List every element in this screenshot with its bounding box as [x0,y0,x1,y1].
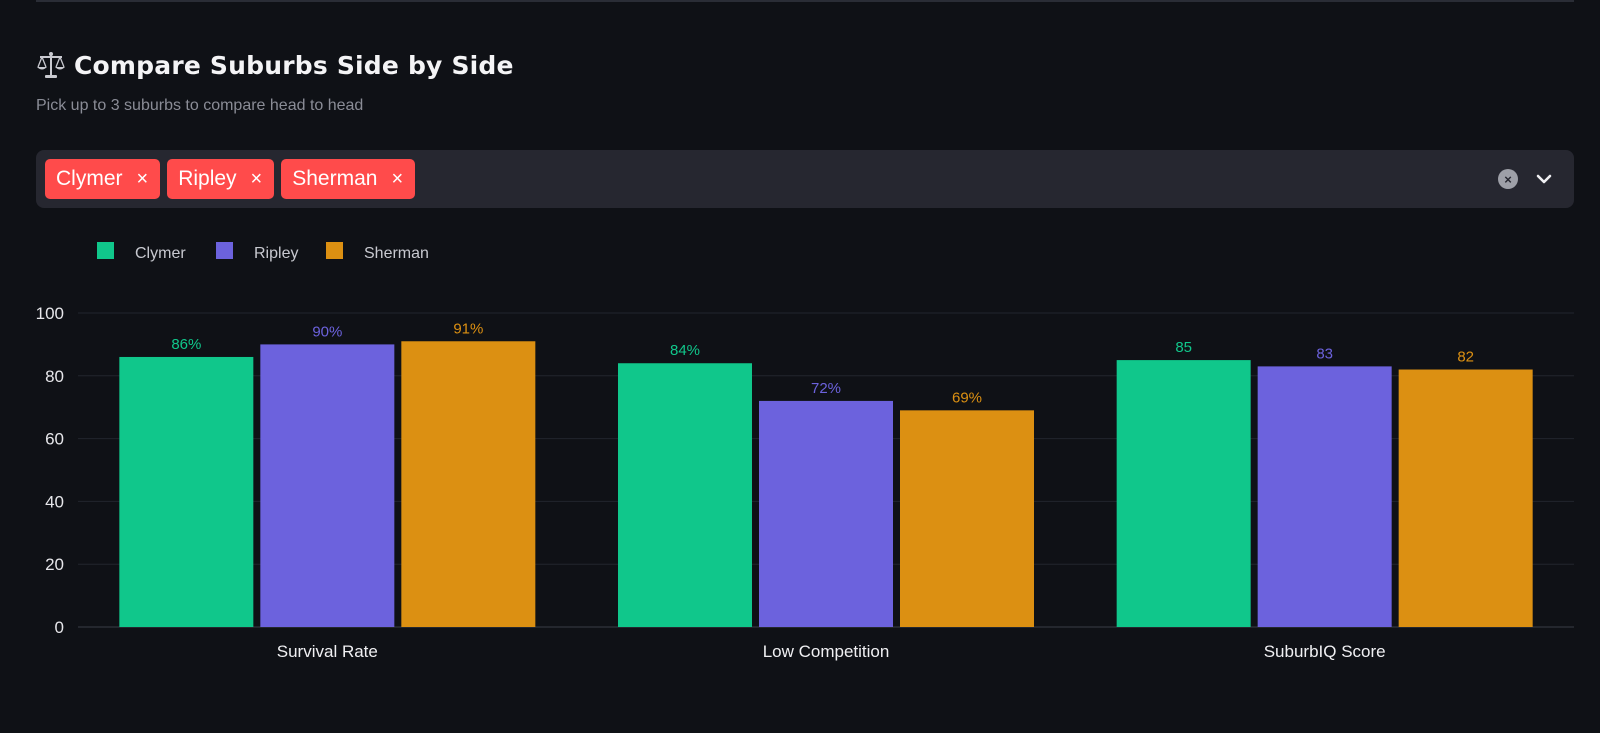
legend-label: Sherman [364,245,429,262]
x-category-label: SuburbIQ Score [1264,642,1386,661]
data-label: 84% [670,342,700,359]
bar-clymer [1116,360,1251,627]
data-label: 86% [171,336,201,353]
clear-all-icon[interactable]: × [1498,169,1518,189]
chip-label: Clymer [56,167,123,190]
remove-chip-icon[interactable]: × [136,168,149,190]
chip-ripley: Ripley × [167,159,275,199]
legend-label: Clymer [135,245,186,262]
chip-label: Sherman [292,167,378,190]
y-tick-label: 20 [45,555,64,574]
remove-chip-icon[interactable]: × [391,168,404,190]
data-label: 91% [453,320,483,337]
legend-swatch [97,242,114,259]
data-label: 90% [312,323,342,340]
top-divider [36,0,1574,2]
bar-ripley [759,400,893,627]
data-label: 83 [1316,345,1333,362]
bar-ripley [1257,366,1392,627]
bar-ripley [260,344,395,627]
remove-chip-icon[interactable]: × [250,168,263,190]
chip-label: Ripley [178,167,237,190]
data-label: 69% [952,389,982,406]
chip-clymer: Clymer × [45,159,161,199]
y-tick-label: 100 [36,304,64,323]
legend-label: Ripley [254,245,298,262]
bar-clymer [618,363,752,627]
suburb-multiselect[interactable]: Clymer × Ripley × Sherman × × [36,150,1574,208]
y-tick-label: 80 [45,367,64,386]
chevron-down-icon[interactable] [1534,169,1554,189]
page-subtitle: Pick up to 3 suburbs to compare head to … [36,97,364,114]
bar-sherman [401,341,536,627]
y-tick-label: 60 [45,430,64,449]
x-category-label: Survival Rate [277,642,378,661]
bar-sherman [900,410,1034,627]
bar-sherman [1398,369,1533,627]
legend-swatch [216,242,233,259]
data-label: 82 [1457,349,1474,366]
section-header: Compare Suburbs Side by Side [36,50,514,80]
page-title: Compare Suburbs Side by Side [74,50,514,80]
legend-swatch [326,242,343,259]
y-tick-label: 40 [45,492,64,511]
chip-sherman: Sherman × [281,159,416,199]
y-tick-label: 0 [55,618,64,637]
bar-clymer [119,356,254,627]
data-label: 85 [1175,339,1192,356]
x-category-label: Low Competition [763,642,890,661]
data-label: 72% [811,380,841,397]
balance-scale-icon [36,50,66,80]
